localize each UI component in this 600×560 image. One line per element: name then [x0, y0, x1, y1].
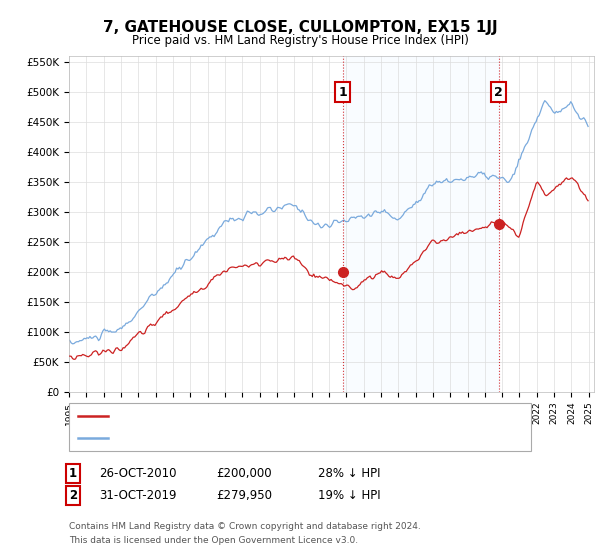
Text: 26-OCT-2010: 26-OCT-2010: [99, 466, 176, 480]
Text: 7, GATEHOUSE CLOSE, CULLOMPTON, EX15 1JJ (detached house): 7, GATEHOUSE CLOSE, CULLOMPTON, EX15 1JJ…: [114, 410, 451, 421]
Text: 28% ↓ HPI: 28% ↓ HPI: [318, 466, 380, 480]
Text: HPI: Average price, detached house, Mid Devon: HPI: Average price, detached house, Mid …: [114, 433, 362, 443]
Text: 19% ↓ HPI: 19% ↓ HPI: [318, 489, 380, 502]
Text: 7, GATEHOUSE CLOSE, CULLOMPTON, EX15 1JJ: 7, GATEHOUSE CLOSE, CULLOMPTON, EX15 1JJ: [103, 20, 497, 35]
Text: 31-OCT-2019: 31-OCT-2019: [99, 489, 176, 502]
Text: 2: 2: [494, 86, 503, 99]
Text: 1: 1: [69, 466, 77, 480]
Text: 2: 2: [69, 489, 77, 502]
Text: £279,950: £279,950: [216, 489, 272, 502]
Text: 1: 1: [338, 86, 347, 99]
Text: Price paid vs. HM Land Registry's House Price Index (HPI): Price paid vs. HM Land Registry's House …: [131, 34, 469, 46]
Text: Contains HM Land Registry data © Crown copyright and database right 2024.: Contains HM Land Registry data © Crown c…: [69, 522, 421, 531]
Text: This data is licensed under the Open Government Licence v3.0.: This data is licensed under the Open Gov…: [69, 536, 358, 545]
Text: £200,000: £200,000: [216, 466, 272, 480]
Bar: [343, 56, 499, 392]
